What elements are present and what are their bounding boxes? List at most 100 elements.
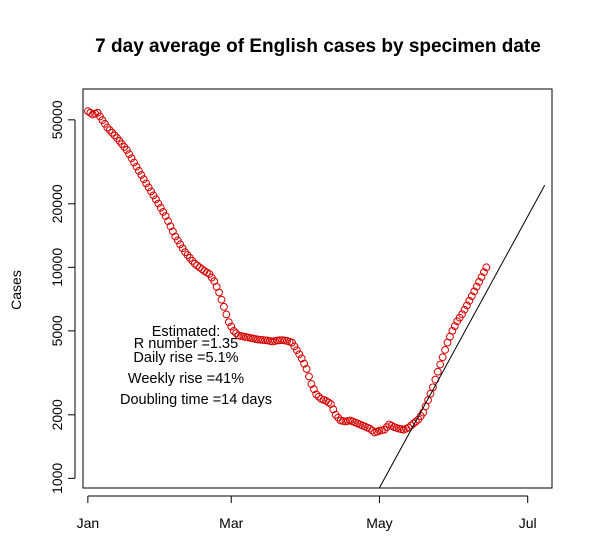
data-point	[156, 203, 165, 212]
x-axis: Jan Mar May Jul	[77, 495, 537, 531]
data-point	[305, 372, 313, 381]
x-tick-label: Mar	[219, 515, 243, 531]
data-points	[83, 107, 491, 437]
y-tick-label: 2000	[49, 399, 65, 430]
data-point	[125, 150, 134, 159]
data-point	[122, 146, 131, 154]
data-point	[433, 367, 442, 376]
data-point	[258, 336, 267, 344]
y-tick-label: 10000	[49, 248, 65, 287]
data-point	[475, 277, 483, 286]
data-point	[149, 191, 158, 200]
data-point	[467, 292, 476, 301]
annotation-estimated: Estimated:	[152, 324, 221, 340]
data-point	[108, 128, 117, 137]
data-point	[159, 207, 168, 216]
data-point	[295, 350, 304, 359]
data-point	[365, 424, 374, 433]
data-point	[171, 232, 180, 241]
y-axis: 1000 2000 5000 10000 20000 50000	[49, 100, 76, 494]
data-point	[300, 359, 309, 368]
data-point	[224, 318, 233, 327]
data-point	[130, 158, 138, 167]
data-point	[470, 287, 479, 296]
data-point	[195, 263, 204, 272]
trend-line	[378, 184, 546, 489]
x-tick-label: May	[366, 515, 392, 531]
data-point	[312, 390, 321, 399]
y-axis-label: Cases	[8, 270, 24, 310]
y-tick-label: 5000	[49, 315, 65, 346]
data-point	[144, 183, 153, 192]
data-point	[103, 123, 112, 132]
data-point	[412, 417, 420, 426]
data-point	[227, 322, 236, 331]
data-point	[380, 425, 389, 434]
data-point	[178, 244, 187, 253]
data-point	[164, 217, 172, 226]
data-point	[477, 273, 486, 281]
data-point	[465, 296, 474, 305]
data-point	[436, 360, 445, 369]
data-point	[217, 295, 226, 304]
data-point	[220, 302, 228, 311]
data-point	[105, 126, 114, 135]
data-point	[482, 263, 491, 272]
data-point	[142, 179, 151, 188]
data-point	[275, 336, 284, 345]
estimate-annotations: Estimated: R number =1.35 Daily rise =5.…	[120, 324, 272, 408]
data-point	[127, 154, 136, 163]
data-point	[134, 166, 143, 175]
data-point	[193, 261, 202, 270]
data-point	[290, 342, 299, 351]
plot-frame	[82, 88, 553, 489]
data-point	[472, 282, 481, 291]
data-point	[173, 236, 182, 245]
data-point	[154, 199, 163, 208]
chart-title: 7 day average of English cases by specim…	[95, 36, 541, 57]
data-point	[307, 380, 316, 388]
annotation-r-number: R number =1.35	[134, 336, 238, 352]
x-tick-label: Jan	[77, 515, 100, 531]
data-point	[139, 175, 148, 184]
x-tick-label: Jul	[519, 515, 537, 531]
data-point	[215, 288, 223, 297]
data-point	[460, 305, 469, 314]
data-point	[261, 336, 270, 345]
y-tick-label: 50000	[49, 100, 65, 139]
data-point	[256, 335, 265, 344]
data-point	[480, 268, 488, 277]
data-point	[161, 212, 170, 220]
annotation-weekly-rise: Weekly rise =41%	[128, 371, 244, 387]
data-point	[458, 310, 466, 319]
data-point	[309, 385, 318, 394]
data-point	[438, 353, 447, 362]
trend-line-group	[378, 184, 546, 489]
data-point	[409, 419, 418, 428]
data-point	[166, 222, 175, 231]
data-point	[176, 240, 185, 249]
data-point	[222, 310, 231, 319]
data-point	[463, 301, 471, 310]
data-point	[229, 326, 238, 335]
data-point	[297, 354, 306, 363]
data-point	[302, 365, 311, 373]
data-point	[137, 171, 146, 179]
data-point	[292, 346, 301, 355]
data-point	[254, 335, 262, 344]
annotation-doubling-time: Doubling time =14 days	[120, 392, 272, 408]
data-point	[169, 227, 177, 236]
data-point	[190, 259, 199, 268]
data-point	[450, 322, 459, 330]
y-tick-label: 1000	[49, 463, 65, 494]
y-tick-label: 20000	[49, 184, 65, 223]
data-point	[448, 326, 457, 335]
data-point	[147, 187, 155, 196]
data-point	[441, 345, 449, 354]
data-point	[132, 162, 141, 171]
data-point	[152, 195, 160, 204]
data-point	[110, 131, 119, 140]
annotation-daily-rise: Daily rise =5.1%	[133, 350, 238, 366]
data-point	[288, 338, 296, 347]
